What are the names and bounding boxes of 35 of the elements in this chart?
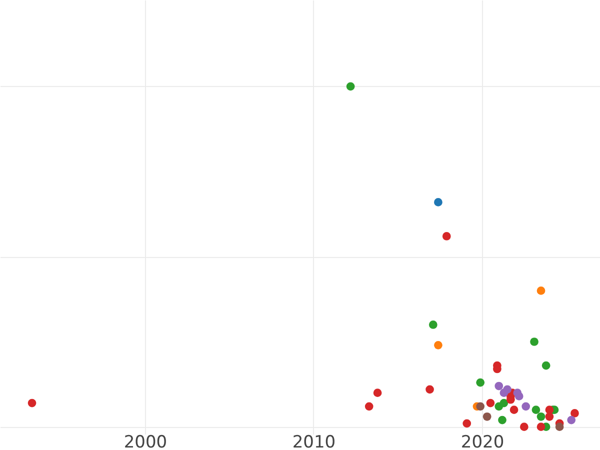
point <box>545 412 554 421</box>
point <box>482 412 492 421</box>
point <box>486 398 495 408</box>
point <box>532 406 540 414</box>
point <box>536 412 546 421</box>
point <box>520 422 528 432</box>
point <box>426 385 434 394</box>
point <box>514 392 524 400</box>
point <box>500 388 508 397</box>
point <box>346 82 355 91</box>
point <box>522 402 530 411</box>
point <box>567 416 576 424</box>
x-tick-label: 2020 <box>460 432 504 450</box>
x-tick-label: 2010 <box>292 432 336 450</box>
point <box>570 409 579 418</box>
point <box>428 320 438 329</box>
point <box>498 416 506 424</box>
point <box>364 402 374 411</box>
point <box>462 419 472 428</box>
point <box>434 340 442 350</box>
point <box>476 402 485 411</box>
point <box>442 232 451 240</box>
point <box>476 378 485 387</box>
point <box>542 361 550 370</box>
point <box>510 406 518 414</box>
point <box>373 388 382 397</box>
point <box>536 422 546 432</box>
x-tick-label: 2000 <box>124 432 168 450</box>
point <box>434 198 442 206</box>
point <box>28 398 36 408</box>
point <box>530 338 538 346</box>
point <box>555 422 564 432</box>
point <box>494 382 504 390</box>
point <box>536 286 546 295</box>
point <box>500 398 508 408</box>
